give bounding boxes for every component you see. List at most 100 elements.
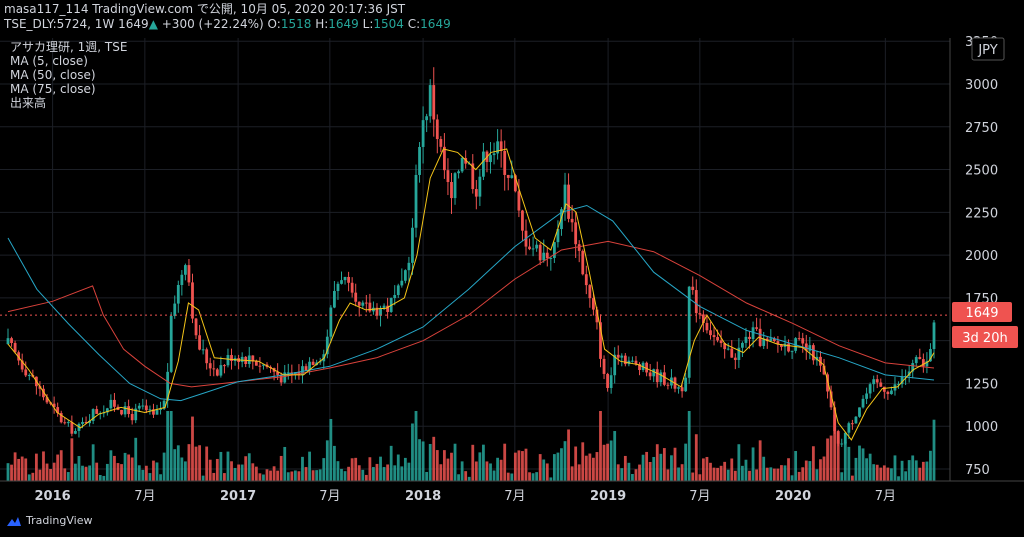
candle — [219, 356, 223, 378]
volume-bar — [251, 463, 255, 481]
x-tick-label: 7月 — [319, 489, 340, 504]
candle — [744, 327, 748, 348]
volume-bar — [496, 457, 500, 481]
candle — [631, 356, 634, 363]
candle — [91, 408, 95, 425]
volume-bar — [854, 457, 858, 481]
candle — [872, 375, 876, 392]
candle — [609, 367, 613, 394]
volume-bar — [811, 446, 815, 481]
volume-bar — [152, 460, 155, 481]
volume-bar — [31, 472, 35, 481]
volume-bar — [698, 474, 702, 481]
tradingview-logo[interactable]: TradingView — [6, 514, 92, 527]
candle — [152, 403, 155, 418]
candle — [194, 317, 198, 339]
volume-bar — [389, 445, 393, 481]
volume-bar — [364, 474, 368, 481]
volume-bar — [627, 462, 631, 481]
volume-bar — [744, 459, 748, 481]
candle — [66, 419, 70, 427]
candle — [599, 314, 602, 368]
volume-bar — [329, 418, 333, 481]
candle — [531, 236, 535, 257]
volume-bar — [24, 458, 28, 481]
volume-bar — [283, 446, 287, 481]
candle — [442, 133, 446, 179]
volume-bar — [865, 458, 868, 481]
candle — [418, 142, 421, 183]
price-chart[interactable]: 7501000125015001750200022502500275030003… — [0, 0, 1024, 509]
volume-bar — [748, 470, 751, 481]
candle — [584, 265, 588, 295]
candle — [811, 343, 815, 365]
candle — [698, 304, 702, 320]
candle — [911, 359, 915, 379]
volume-bar — [492, 470, 496, 481]
candle — [478, 169, 482, 206]
volume-bar — [460, 461, 464, 481]
candle — [655, 361, 659, 388]
candle — [723, 342, 727, 359]
volume-bar — [840, 472, 844, 481]
volume-bar — [850, 475, 854, 481]
currency-badge[interactable]: JPY — [971, 37, 1005, 61]
volume-bar — [893, 455, 897, 481]
candle — [148, 405, 152, 415]
volume-bar — [588, 453, 592, 481]
candle — [411, 218, 414, 275]
candle — [506, 174, 510, 191]
legend-symbol[interactable]: アサカ理研, 1週, TSE — [10, 40, 128, 54]
legend-volume[interactable]: 出来高 — [10, 96, 47, 110]
volume-bar — [194, 446, 198, 481]
volume-bar — [453, 443, 457, 481]
volume-bar — [794, 451, 798, 481]
volume-bar — [726, 469, 730, 481]
legend-ma5[interactable]: MA (5, close) — [10, 54, 88, 68]
volume-bar — [442, 450, 446, 481]
volume-bar — [247, 453, 251, 481]
x-tick-label: 7月 — [875, 489, 896, 504]
volume-bar — [783, 465, 787, 481]
volume-bar — [648, 461, 652, 481]
volume-bar — [567, 429, 570, 481]
candle — [205, 347, 209, 370]
currency-label: JPY — [977, 43, 997, 58]
candle — [180, 270, 184, 296]
candle — [836, 429, 840, 447]
volume-bar — [205, 446, 209, 481]
candle — [120, 409, 123, 416]
candle — [790, 350, 794, 359]
y-tick-label: 2250 — [965, 206, 998, 221]
candle — [797, 331, 801, 341]
candles — [6, 67, 936, 448]
volume-bar — [691, 472, 695, 481]
volume-bar — [478, 452, 482, 481]
volume-bar — [808, 461, 812, 481]
candle — [538, 242, 542, 266]
y-tick-label: 1000 — [965, 420, 998, 435]
candle — [439, 136, 443, 153]
volume-bar — [592, 457, 595, 481]
volume-bar — [269, 470, 272, 481]
volume-bar — [233, 467, 237, 481]
candle — [446, 158, 450, 196]
candle — [826, 372, 829, 399]
volume-bar — [297, 471, 301, 481]
volume-bar — [616, 464, 620, 481]
legend-ma75[interactable]: MA (75, close) — [10, 82, 96, 96]
candle — [386, 297, 390, 319]
candle — [95, 405, 99, 415]
volume-bar — [215, 458, 219, 481]
candle — [354, 283, 358, 307]
volume-bar — [276, 470, 280, 481]
volume-bar — [482, 444, 485, 481]
volume-bar — [670, 455, 673, 481]
volume-bar — [244, 456, 248, 481]
volume-bar — [631, 473, 634, 481]
volume-bar — [102, 475, 106, 481]
volume-bar — [56, 454, 60, 481]
legend-ma50[interactable]: MA (50, close) — [10, 68, 96, 82]
volume-bar — [428, 443, 432, 481]
volume-bar — [634, 469, 638, 481]
